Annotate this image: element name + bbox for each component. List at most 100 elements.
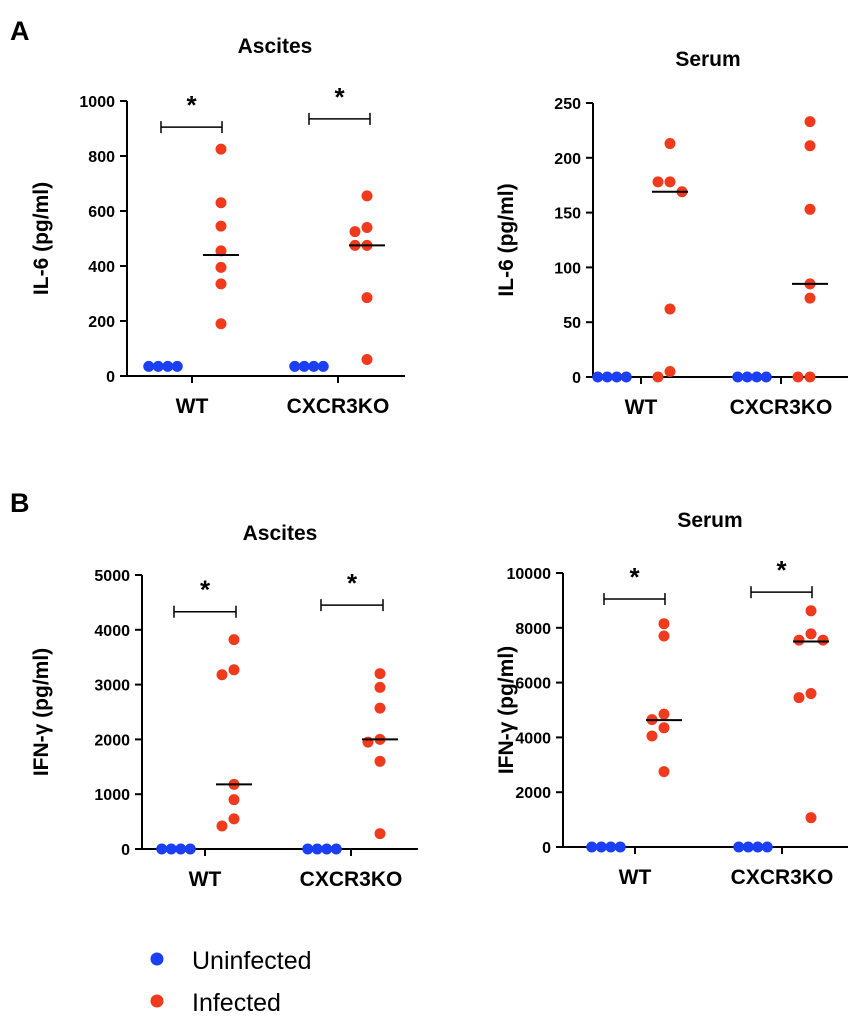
- y-tick-label: 4000: [94, 623, 130, 640]
- point-infected: [228, 794, 240, 806]
- x-tick-label: WT: [189, 868, 222, 891]
- point-uninfected: [751, 371, 763, 383]
- x-tick-label: WT: [619, 866, 652, 889]
- point-infected: [817, 634, 829, 646]
- point-infected: [652, 371, 664, 383]
- x-tick-label: CXCR3KO: [300, 868, 403, 891]
- point-infected: [804, 203, 816, 215]
- point-uninfected: [592, 371, 604, 383]
- point-infected: [793, 634, 805, 646]
- y-axis-label: IL-6 (pg/ml): [30, 182, 53, 295]
- x-tick-label: WT: [176, 395, 209, 418]
- point-uninfected: [742, 841, 754, 853]
- y-tick-label: 150: [554, 206, 581, 223]
- point-infected: [805, 628, 817, 640]
- point-infected: [215, 143, 227, 155]
- y-axis-label: IL-6 (pg/ml): [495, 183, 518, 296]
- point-infected: [804, 116, 816, 128]
- point-infected: [804, 371, 816, 383]
- point-infected: [804, 140, 816, 152]
- point-infected: [361, 354, 373, 365]
- chart-a-ascites: Ascites IL-6 (pg/ml) 0 200 400 600 800 1000 WT CX…: [30, 35, 405, 418]
- y-tick-label: 2000: [515, 785, 551, 802]
- point-infected: [374, 681, 386, 693]
- point-uninfected: [162, 360, 174, 372]
- point-infected: [361, 292, 373, 304]
- point-infected: [361, 222, 373, 233]
- y-tick-label: 6000: [515, 676, 551, 693]
- point-infected: [664, 138, 676, 150]
- y-tick-label: 250: [554, 96, 581, 113]
- y-tick-label: 200: [554, 151, 581, 168]
- point-infected: [228, 664, 240, 676]
- y-tick-label: 0: [542, 840, 551, 857]
- point-uninfected: [317, 360, 329, 372]
- y-tick-label: 50: [563, 315, 581, 332]
- point-infected: [664, 176, 676, 188]
- point-uninfected: [171, 360, 183, 372]
- point-uninfected: [308, 360, 320, 372]
- point-infected: [652, 176, 664, 188]
- point-infected: [646, 730, 658, 742]
- y-tick-label: 1000: [79, 94, 115, 111]
- point-infected: [374, 668, 386, 680]
- point-infected: [805, 688, 817, 700]
- chart-b-serum: Serum IFN-γ (pg/ml) 0 2000 4000 6000 8000 10000…: [495, 509, 848, 889]
- point-infected: [215, 220, 227, 232]
- point-infected: [658, 708, 670, 720]
- y-axis-label: IFN-γ (pg/ml): [30, 648, 53, 776]
- legend-uninfected-label: Uninfected: [192, 947, 312, 975]
- point-infected: [216, 669, 228, 681]
- legend-infected-label: Infected: [192, 989, 281, 1017]
- significance-star: *: [629, 562, 640, 592]
- point-uninfected: [143, 360, 155, 372]
- point-infected: [215, 245, 227, 257]
- point-infected: [228, 813, 240, 825]
- significance-star: *: [186, 90, 197, 120]
- point-uninfected: [298, 360, 310, 372]
- y-tick-label: 1000: [94, 787, 130, 804]
- point-uninfected: [761, 841, 773, 853]
- point-uninfected: [741, 371, 753, 383]
- chart-title: Ascites: [238, 35, 313, 58]
- point-infected: [349, 226, 361, 238]
- point-infected: [362, 736, 374, 748]
- point-uninfected: [601, 371, 613, 383]
- x-tick-label: CXCR3KO: [731, 866, 834, 889]
- point-infected: [374, 828, 386, 840]
- point-infected: [215, 261, 227, 273]
- point-infected: [374, 702, 386, 714]
- legend-infected-marker: [150, 994, 164, 1008]
- significance-star: *: [347, 568, 358, 598]
- point-uninfected: [289, 360, 301, 372]
- point-uninfected: [760, 371, 772, 383]
- point-infected: [805, 812, 817, 824]
- y-tick-label: 0: [572, 370, 581, 387]
- y-tick-label: 0: [106, 369, 115, 386]
- point-uninfected: [184, 843, 196, 855]
- point-uninfected: [165, 843, 177, 855]
- chart-title: Serum: [675, 48, 740, 71]
- point-infected: [792, 371, 804, 383]
- point-uninfected: [586, 841, 598, 853]
- point-infected: [658, 618, 670, 630]
- panel-letter-a: A: [10, 16, 30, 46]
- y-axis-label: IFN-γ (pg/ml): [495, 646, 518, 774]
- point-uninfected: [605, 841, 617, 853]
- x-tick-label: CXCR3KO: [730, 396, 833, 419]
- point-infected: [793, 692, 805, 704]
- y-tick-label: 400: [88, 259, 115, 276]
- point-infected: [216, 820, 228, 832]
- significance-star: *: [776, 555, 787, 585]
- x-tick-label: CXCR3KO: [287, 395, 390, 418]
- y-tick-label: 4000: [515, 730, 551, 747]
- point-uninfected: [752, 841, 764, 853]
- y-tick-label: 5000: [94, 568, 130, 585]
- point-infected: [805, 605, 817, 617]
- y-tick-label: 600: [88, 204, 115, 221]
- panel-letter-b: B: [10, 488, 30, 518]
- significance-star: *: [334, 82, 345, 112]
- point-infected: [804, 292, 816, 304]
- point-infected: [228, 634, 240, 646]
